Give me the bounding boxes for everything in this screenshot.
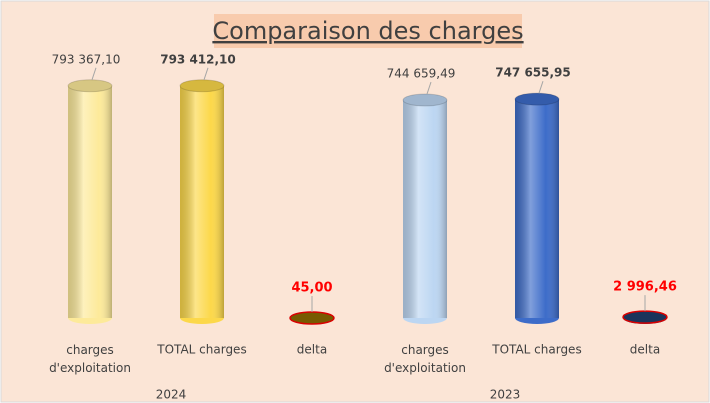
value-label: 2 996,46 [613, 280, 677, 295]
x-tick-label: delta [297, 343, 327, 357]
cylinder-cap [622, 310, 668, 324]
leader-line [91, 67, 97, 80]
cylinder-cap [402, 93, 448, 107]
cylinder-shade [68, 85, 112, 318]
chart-title: Comparaison des charges [212, 17, 523, 45]
x-tick-label: charges d'exploitation [384, 343, 466, 375]
x-tick-label: TOTAL charges [156, 343, 246, 357]
x-tick-label: TOTAL charges [491, 343, 581, 357]
leader-line [538, 81, 544, 94]
x-tick-label: delta [630, 343, 660, 357]
cylinder-shade [515, 99, 559, 319]
cylinder-shade [403, 100, 447, 319]
cylinder-cap [514, 92, 560, 106]
value-label: 45,00 [291, 280, 332, 295]
leader-line [203, 67, 209, 80]
cylinder-cap [67, 79, 113, 93]
cylinder-cap [289, 311, 335, 325]
value-label: 793 412,10 [160, 52, 236, 66]
cylinder-shade [180, 85, 224, 318]
group-label: 2024 [156, 388, 187, 402]
value-label: 744 659,49 [387, 67, 456, 81]
value-label: 793 367,10 [52, 52, 121, 66]
cylinder-cap [179, 79, 225, 93]
title-box [214, 14, 522, 48]
x-tick-label: charges d'exploitation [49, 343, 131, 375]
leader-line [426, 81, 432, 95]
value-label: 747 655,95 [495, 66, 571, 80]
group-label: 2023 [490, 388, 521, 402]
